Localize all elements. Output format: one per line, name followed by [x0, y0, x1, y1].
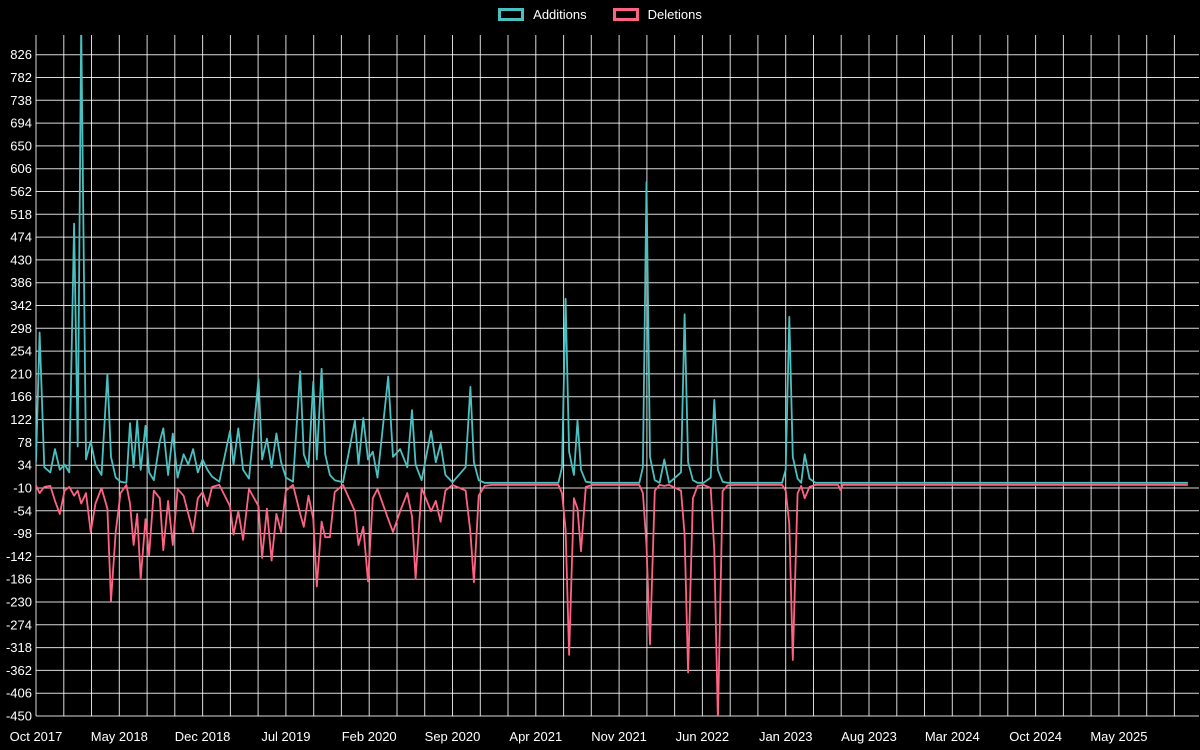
y-gridlines — [36, 54, 1199, 717]
x-tick-label: Oct 2024 — [1009, 729, 1062, 744]
series-lines — [36, 35, 1188, 716]
x-tick-label: Dec 2018 — [175, 729, 231, 744]
y-tick-label: 342 — [10, 298, 32, 313]
x-tick-label: May 2018 — [91, 729, 148, 744]
x-tick-label: Jan 2023 — [759, 729, 813, 744]
y-tick-label: 562 — [10, 184, 32, 199]
x-tick-label: Aug 2023 — [841, 729, 897, 744]
y-tick-label: -274 — [6, 617, 32, 632]
y-tick-label: 166 — [10, 389, 32, 404]
x-tick-label: Feb 2020 — [342, 729, 397, 744]
deletions-swatch-icon — [612, 8, 639, 21]
x-tick-label: Mar 2024 — [925, 729, 980, 744]
x-tick-label: Sep 2020 — [425, 729, 481, 744]
y-tick-label: 826 — [10, 47, 32, 62]
y-tick-label: 518 — [10, 207, 32, 222]
y-tick-label: -10 — [13, 480, 32, 495]
y-tick-label: 782 — [10, 70, 32, 85]
y-tick-label: -362 — [6, 663, 32, 678]
x-tick-label: May 2025 — [1090, 729, 1147, 744]
y-axis-labels: 826 782 738 694 650 606 562 518 474 430 386 342 298 2… — [6, 47, 32, 723]
y-tick-label: -98 — [13, 526, 32, 541]
y-tick-label: -230 — [6, 594, 32, 609]
deletions-line — [36, 484, 1188, 716]
chart-legend: Additions Deletions — [0, 7, 1200, 22]
x-tick-label: Jul 2019 — [261, 729, 310, 744]
y-tick-label: -318 — [6, 640, 32, 655]
y-tick-label: 738 — [10, 93, 32, 108]
y-tick-label: 694 — [10, 116, 32, 131]
x-axis-labels: Oct 2017 May 2018 Dec 2018 Jul 2019 Feb 2020… — [10, 729, 1148, 744]
additions-line — [36, 35, 1188, 484]
y-tick-label: -450 — [6, 709, 32, 724]
legend-item-deletions[interactable]: Deletions — [612, 7, 702, 22]
y-tick-label: -186 — [6, 572, 32, 587]
additions-swatch-icon — [498, 8, 525, 21]
y-tick-label: 606 — [10, 161, 32, 176]
y-tick-label: 430 — [10, 252, 32, 267]
y-tick-label: 386 — [10, 275, 32, 290]
y-tick-label: 650 — [10, 138, 32, 153]
y-tick-label: -406 — [6, 686, 32, 701]
y-tick-label: 34 — [18, 458, 32, 473]
y-tick-label: -54 — [13, 503, 32, 518]
legend-label-additions: Additions — [533, 7, 587, 22]
y-tick-label: 78 — [18, 435, 32, 450]
legend-label-deletions: Deletions — [647, 7, 702, 22]
x-tick-label: Apr 2021 — [509, 729, 562, 744]
x-gridlines — [35, 35, 1175, 716]
y-tick-label: 474 — [10, 230, 32, 245]
legend-item-additions[interactable]: Additions — [498, 7, 587, 22]
y-tick-label: 254 — [10, 344, 32, 359]
x-tick-label: Oct 2017 — [10, 729, 63, 744]
x-tick-label: Nov 2021 — [591, 729, 647, 744]
y-tick-label: -142 — [6, 549, 32, 564]
x-tick-label: Jun 2022 — [676, 729, 730, 744]
y-tick-label: 122 — [10, 412, 32, 427]
y-tick-label: 298 — [10, 321, 32, 336]
y-tick-label: 210 — [10, 366, 32, 381]
